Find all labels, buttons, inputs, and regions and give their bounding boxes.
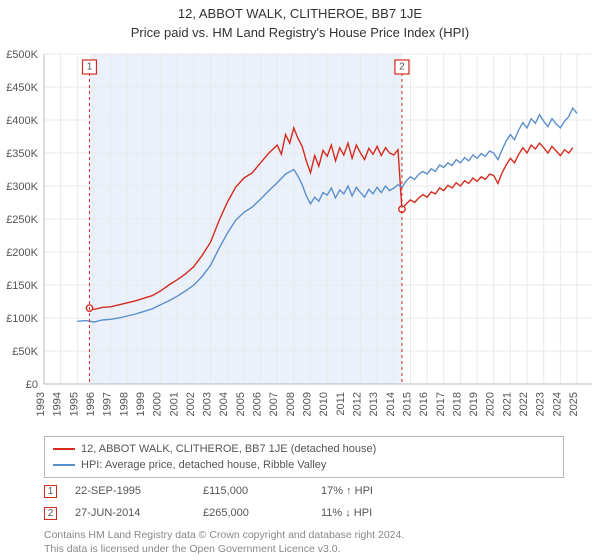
x-tick-label: 2023 [535, 392, 547, 416]
x-tick-label: 2007 [268, 392, 280, 416]
y-tick-label: £250K [6, 214, 38, 226]
chart-title: 12, ABBOT WALK, CLITHEROE, BB7 1JE [0, 0, 600, 21]
x-tick-label: 2016 [418, 392, 430, 416]
row-marker: 1 [44, 485, 57, 498]
y-tick-label: £0 [26, 379, 38, 391]
x-tick-label: 2019 [468, 392, 480, 416]
row-diff: 11% ↓ HPI [321, 507, 564, 519]
y-tick-label: £350K [6, 148, 38, 160]
row-marker: 2 [44, 507, 57, 520]
x-tick-label: 2011 [335, 392, 347, 416]
x-tick-label: 1996 [85, 392, 97, 416]
x-tick-label: 2025 [568, 392, 580, 416]
x-tick-label: 2020 [485, 392, 497, 416]
row-date: 22-SEP-1995 [75, 485, 185, 497]
x-tick-label: 2024 [551, 392, 563, 416]
x-tick-label: 2015 [401, 392, 413, 416]
x-tick-label: 2012 [351, 392, 363, 416]
x-tick-label: 2018 [451, 392, 463, 416]
row-date: 27-JUN-2014 [75, 507, 185, 519]
y-tick-label: £100K [6, 313, 38, 325]
x-tick-label: 2009 [302, 392, 314, 416]
footer-line-1: Contains HM Land Registry data © Crown c… [44, 528, 564, 542]
x-tick-label: 2000 [152, 392, 164, 416]
marker-number: 2 [399, 62, 405, 73]
legend: 12, ABBOT WALK, CLITHEROE, BB7 1JE (deta… [44, 436, 564, 478]
row-price: £265,000 [203, 507, 303, 519]
legend-swatch [53, 448, 75, 450]
x-tick-label: 2010 [318, 392, 330, 416]
y-tick-label: £400K [6, 115, 38, 127]
x-tick-label: 1998 [118, 392, 130, 416]
transaction-row: 2 27-JUN-2014 £265,000 11% ↓ HPI [44, 502, 564, 524]
x-tick-label: 1997 [102, 392, 114, 416]
x-tick-label: 1993 [35, 392, 47, 416]
chart-container: £0 £50K £100K £150K £200K £250K £300K £350K £400… [0, 44, 600, 434]
x-tick-label: 2006 [252, 392, 264, 416]
x-tick-label: 2022 [518, 392, 530, 416]
x-tick-label: 2005 [235, 392, 247, 416]
legend-row: HPI: Average price, detached house, Ribb… [53, 457, 555, 473]
marker-number: 1 [87, 62, 93, 73]
x-tick-label: 1994 [52, 392, 64, 416]
x-tick-label: 1999 [135, 392, 147, 416]
y-tick-label: £50K [12, 346, 38, 358]
y-tick-label: £500K [6, 49, 38, 61]
footer-line-2: This data is licensed under the Open Gov… [44, 542, 564, 556]
footer-attribution: Contains HM Land Registry data © Crown c… [44, 528, 564, 556]
legend-swatch [53, 464, 75, 466]
row-diff: 17% ↑ HPI [321, 485, 564, 497]
x-tick-label: 2021 [501, 392, 513, 416]
x-tick-label: 2004 [218, 392, 230, 416]
x-tick-label: 2013 [368, 392, 380, 416]
transaction-rows: 1 22-SEP-1995 £115,000 17% ↑ HPI 2 27-JUN-201… [44, 480, 564, 524]
x-tick-label: 1995 [68, 392, 80, 416]
x-tick-label: 2002 [185, 392, 197, 416]
row-price: £115,000 [203, 485, 303, 497]
x-tick-label: 2003 [202, 392, 214, 416]
legend-row: 12, ABBOT WALK, CLITHEROE, BB7 1JE (deta… [53, 441, 555, 457]
x-tick-label: 2017 [435, 392, 447, 416]
y-tick-label: £150K [6, 280, 38, 292]
legend-label: HPI: Average price, detached house, Ribb… [81, 459, 326, 471]
transaction-row: 1 22-SEP-1995 £115,000 17% ↑ HPI [44, 480, 564, 502]
x-tick-label: 2014 [385, 392, 397, 416]
line-chart: £0 £50K £100K £150K £200K £250K £300K £350K £400… [0, 44, 600, 434]
chart-subtitle: Price paid vs. HM Land Registry's House … [0, 21, 600, 44]
x-tick-label: 2001 [168, 392, 180, 416]
y-tick-label: £300K [6, 181, 38, 193]
y-tick-label: £450K [6, 82, 38, 94]
legend-label: 12, ABBOT WALK, CLITHEROE, BB7 1JE (deta… [81, 443, 376, 455]
y-tick-label: £200K [6, 247, 38, 259]
x-tick-label: 2008 [285, 392, 297, 416]
